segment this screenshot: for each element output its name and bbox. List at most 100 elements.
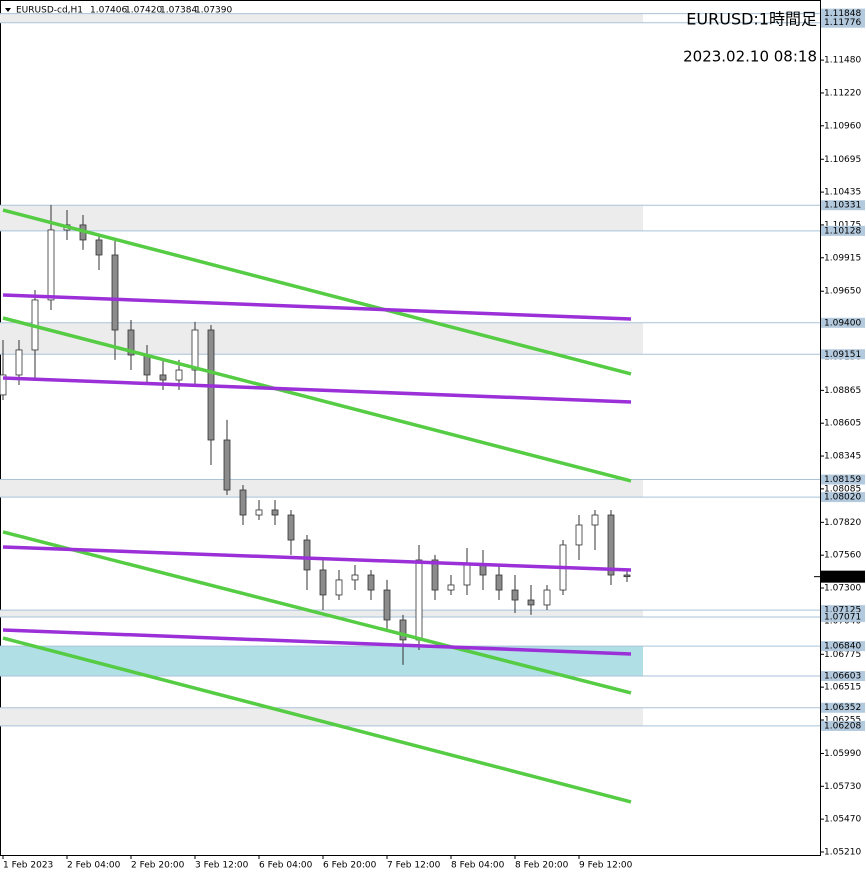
header-close: 1.07390 — [195, 6, 232, 16]
zone-price-box — [821, 720, 865, 731]
zone-price-label: 1.10128 — [824, 226, 861, 236]
candle-body — [15, 349, 23, 376]
y-tick-label: 1.05990 — [824, 749, 861, 759]
candle-body — [351, 574, 359, 581]
candle-body — [319, 569, 327, 596]
header-low: 1.07384 — [160, 6, 197, 16]
x-tick-label: 7 Feb 12:00 — [387, 861, 441, 871]
candle-body — [271, 509, 279, 516]
x-tick-label: 2 Feb 20:00 — [131, 861, 185, 871]
line-layer — [2, 208, 632, 804]
candle-body — [575, 524, 583, 546]
candle-body — [239, 489, 247, 516]
candle-body — [383, 589, 391, 621]
zone-price-box — [821, 474, 865, 485]
candle-body — [367, 574, 375, 591]
current-price-label: 1.07390 — [824, 572, 861, 582]
zone-price-box — [821, 317, 865, 328]
zone-price-label: 1.09151 — [824, 350, 861, 360]
y-tick-label: 1.08085 — [824, 484, 861, 494]
candle-body — [463, 564, 471, 586]
dropdown-icon[interactable] — [5, 8, 11, 12]
candle-body — [335, 579, 343, 596]
zone-price-label: 1.06840 — [824, 642, 861, 652]
trend-line — [2, 293, 632, 321]
zone-price-box — [821, 671, 865, 682]
x-tick-label: 8 Feb 20:00 — [515, 861, 569, 871]
header-high: 1.07420 — [125, 6, 162, 16]
candle-body — [511, 589, 519, 601]
candle-body — [495, 574, 503, 591]
zone-price-label: 1.09400 — [824, 318, 861, 328]
candle-body — [447, 584, 455, 591]
trend-line — [2, 376, 632, 404]
timestamp: 2023.02.10 08:18 — [683, 48, 817, 66]
candle-body — [191, 329, 199, 371]
x-tick-label: 2 Feb 04:00 — [67, 861, 121, 871]
y-tick-label: 1.05210 — [824, 847, 861, 857]
candle-body — [127, 329, 135, 356]
trend-line — [2, 628, 632, 656]
trend-line — [2, 208, 632, 376]
zone-price-box — [821, 641, 865, 652]
zone-price-label: 1.06352 — [824, 703, 861, 713]
zone-price-box — [821, 702, 865, 713]
candle-body — [143, 354, 151, 376]
y-tick-label: 1.06515 — [824, 683, 861, 693]
zone-price-label: 1.06208 — [824, 721, 861, 731]
y-tick-label: 1.05470 — [824, 815, 861, 825]
candle-body — [527, 599, 535, 606]
y-tick-label: 1.10175 — [824, 220, 861, 230]
y-tick-label: 1.06775 — [824, 650, 861, 660]
zone-price-box — [821, 200, 865, 211]
candle-body — [47, 229, 55, 301]
candle-body — [607, 514, 615, 576]
y-tick-label: 1.08345 — [824, 452, 861, 462]
zone-price-label: 1.08159 — [824, 475, 861, 485]
candle-body — [623, 574, 631, 578]
trend-line — [2, 316, 632, 483]
y-tick-label: 1.08865 — [824, 386, 861, 396]
candle-body — [415, 559, 423, 641]
y-tick-label: 1.10695 — [824, 155, 861, 165]
price-zone — [0, 479, 643, 498]
zone-price-label: 1.11776 — [824, 18, 861, 28]
candle-body — [287, 514, 295, 541]
symbol: EURUSD-cd,H1 — [16, 6, 83, 16]
y-tick-label: 1.09915 — [824, 253, 861, 263]
zone-price-label: 1.06603 — [824, 672, 861, 682]
zone-price-box — [821, 492, 865, 503]
x-tick-label: 8 Feb 04:00 — [451, 861, 505, 871]
zone-price-label: 1.11848 — [824, 9, 861, 19]
y-tick-label: 1.06255 — [824, 715, 861, 725]
candle-body — [591, 514, 599, 526]
candle-body — [111, 254, 119, 331]
y-tick-label: 1.07560 — [824, 551, 861, 561]
current-price-box — [821, 570, 865, 583]
zone-price-box — [821, 225, 865, 236]
price-zone — [0, 707, 643, 726]
price-zone — [0, 205, 643, 231]
zone-price-label: 1.10331 — [824, 201, 861, 211]
y-tick-label: 1.05730 — [824, 782, 861, 792]
trend-line — [2, 636, 632, 804]
candle-body — [0, 374, 7, 396]
y-tick-label: 1.08605 — [824, 419, 861, 429]
x-tick-label: 9 Feb 12:00 — [579, 861, 633, 871]
x-tick-label: 6 Feb 20:00 — [323, 861, 377, 871]
y-tick-label: 1.09650 — [824, 287, 861, 297]
y-tick-label: 1.11480 — [824, 56, 861, 66]
header-open: 1.07406 — [90, 6, 127, 16]
candle-body — [175, 369, 183, 381]
y-tick-label: 1.07820 — [824, 518, 861, 528]
zone-price-box — [821, 611, 865, 622]
candle-body — [399, 619, 407, 641]
candle-body — [255, 509, 263, 516]
zone-price-box — [821, 605, 865, 616]
plot-frame — [0, 0, 821, 856]
candle-body — [543, 589, 551, 606]
price-zone — [0, 322, 643, 355]
chart-title: EURUSD:1時間足 — [686, 10, 817, 29]
candle-body — [95, 239, 103, 256]
